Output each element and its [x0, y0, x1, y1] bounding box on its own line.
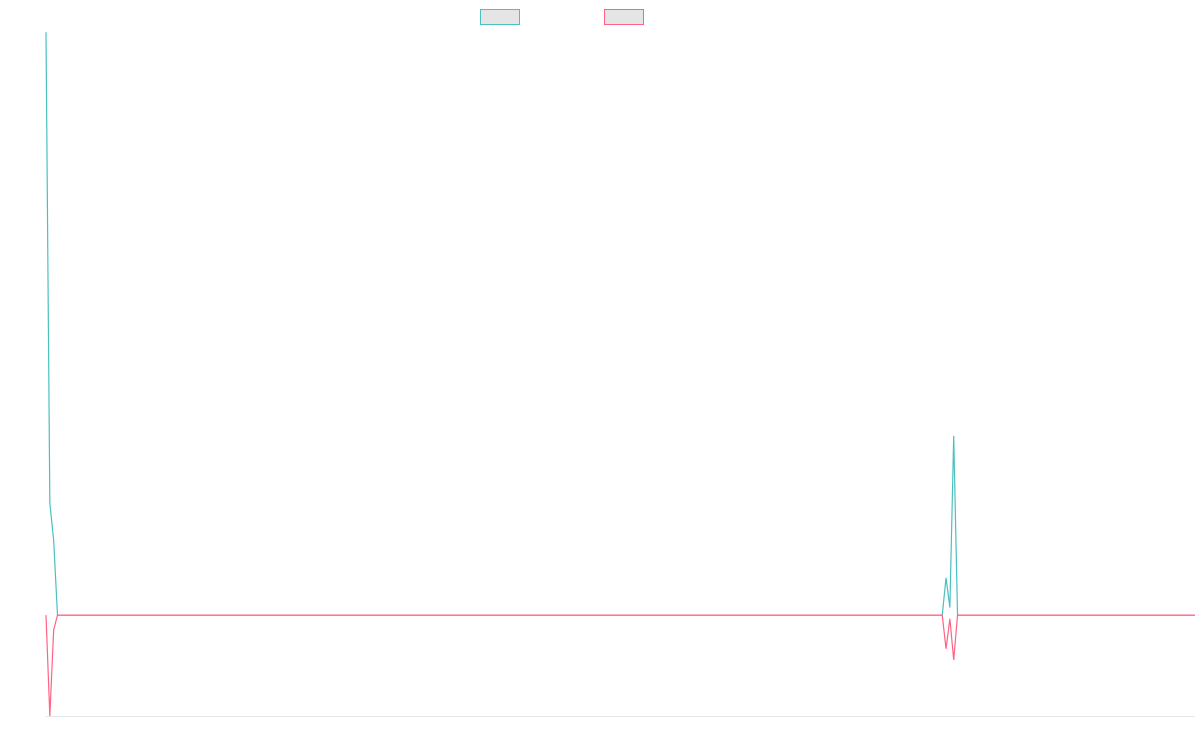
legend	[0, 0, 1200, 36]
series-line-2[interactable]	[45, 614, 1195, 717]
legend-swatch-series-1[interactable]	[480, 9, 520, 25]
series-layer	[45, 32, 1195, 717]
legend-swatch-series-2[interactable]	[604, 9, 644, 25]
series-line-1[interactable]	[45, 32, 1195, 616]
